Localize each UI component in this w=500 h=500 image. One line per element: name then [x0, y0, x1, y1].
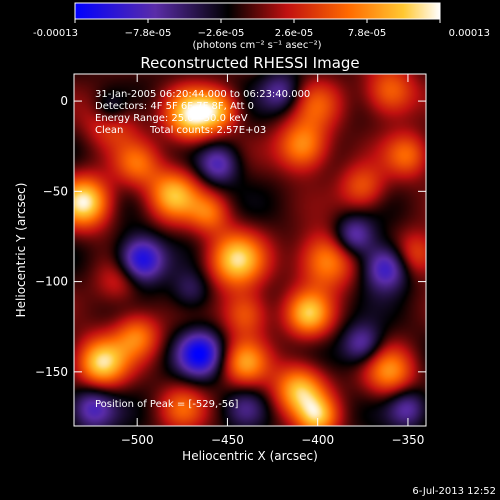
x-axis-label: Heliocentric X (arcsec) [182, 449, 318, 463]
y-tick-label: −150 [35, 365, 68, 379]
colorbar-tick-label: 0.00013 [449, 28, 490, 39]
colorbar: -0.00013 −7.8e-05 −2.6e-05 2.6e-05 7.8e-05 0.… [33, 2, 490, 51]
annotation-detectors: Detectors: 4F 5F 6F 7F 8F, Att 0 [95, 101, 254, 112]
colorbar-tick-label: 7.8e-05 [348, 28, 386, 39]
chart-title: Reconstructed RHESSI Image [140, 54, 359, 72]
y-tick-label: 0 [60, 94, 68, 108]
y-axis-label: Heliocentric Y (arcsec) [14, 183, 28, 318]
colorbar-tick-label: −7.8e-05 [125, 28, 172, 39]
heatmap-image [74, 74, 426, 426]
axis-ticks: −500 −450 −400 −350 0 −50 −100 −150 [35, 74, 426, 447]
y-tick-label: −100 [35, 275, 68, 289]
x-tick-label: −450 [211, 433, 244, 447]
plot-area: −500 −450 −400 −350 0 −50 −100 −150 [35, 73, 427, 447]
generation-timestamp: 6-Jul-2013 12:52 [412, 486, 496, 497]
x-tick-label: −350 [391, 433, 424, 447]
colorbar-ticks: -0.00013 −7.8e-05 −2.6e-05 2.6e-05 7.8e-05 0.… [33, 19, 490, 39]
annotation-total-counts: Total counts: 2.57E+03 [149, 125, 266, 136]
info-annotations: 31-Jan-2005 06:20:44.000 to 06:23:40.000… [95, 89, 310, 410]
x-tick-label: −500 [121, 433, 154, 447]
colorbar-tick-label: -0.00013 [33, 28, 78, 39]
annotation-method: Clean [95, 125, 123, 136]
annotation-time-range: 31-Jan-2005 06:20:44.000 to 06:23:40.000 [95, 89, 310, 100]
peak-position-label: Position of Peak = [-529,-56] [95, 399, 239, 410]
plot-frame [73, 73, 427, 427]
y-tick-label: −50 [43, 184, 68, 198]
colorbar-tick-label: 2.6e-05 [275, 28, 313, 39]
annotation-energy: Energy Range: 25.0 - 50.0 keV [95, 113, 248, 124]
colorbar-units: (photons cm⁻² s⁻¹ asec⁻²) [192, 40, 321, 51]
x-tick-label: −400 [301, 433, 334, 447]
colorbar-gradient [74, 2, 441, 20]
colorbar-tick-label: −2.6e-05 [198, 28, 245, 39]
